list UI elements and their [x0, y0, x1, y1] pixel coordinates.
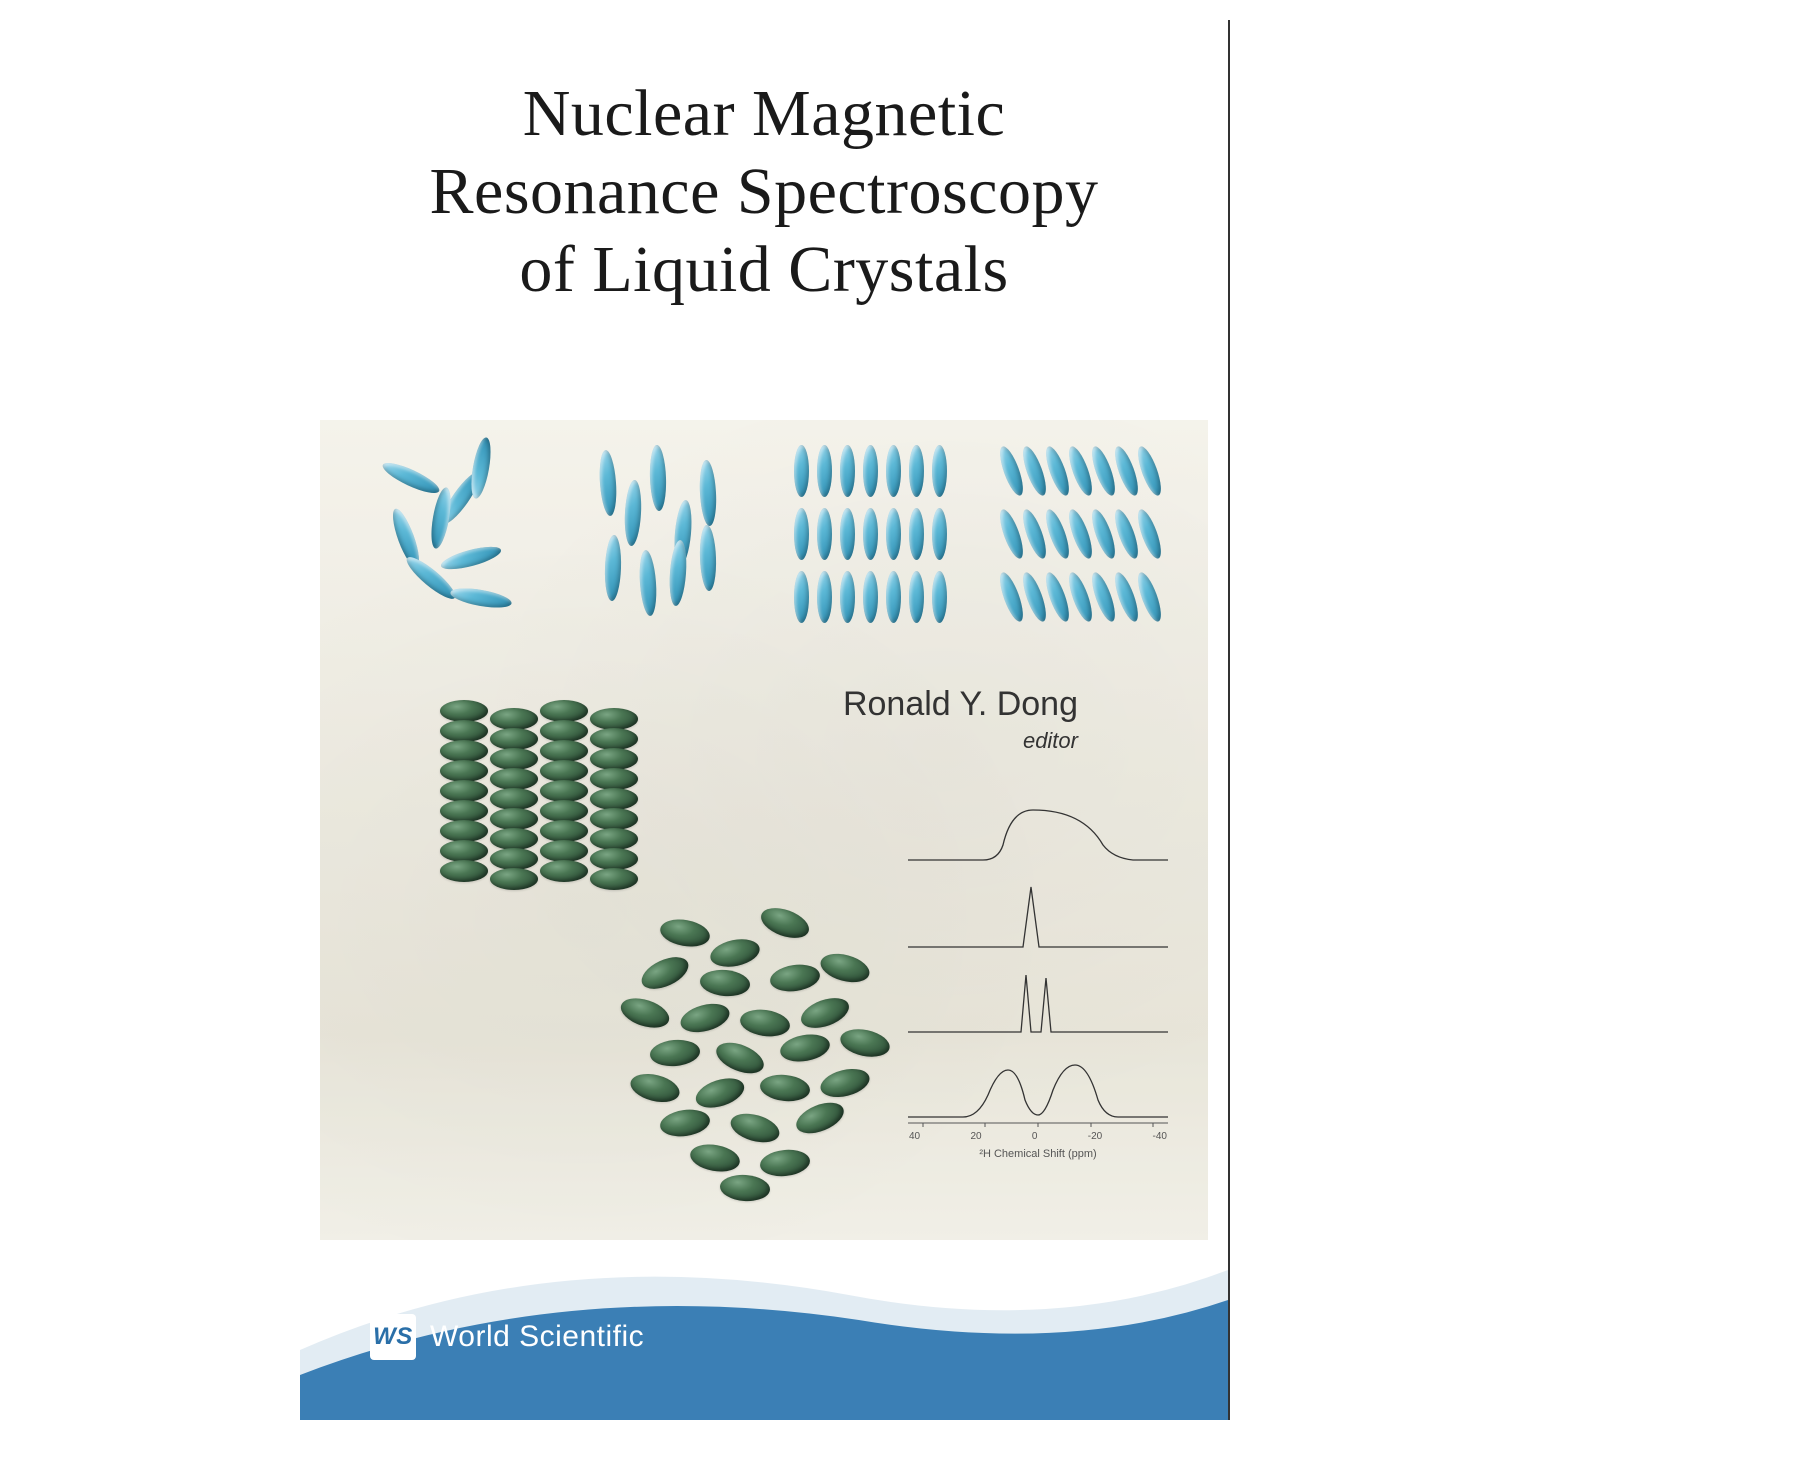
discotic-nematic	[600, 910, 900, 1210]
publisher-logo-icon: WS	[370, 1314, 416, 1360]
spectrum-3	[903, 960, 1173, 1045]
spectrum-axis-label: ²H Chemical Shift (ppm)	[903, 1148, 1173, 1160]
spectrum-4	[903, 1045, 1173, 1130]
nmr-spectra: 40 20 0 -20 -40 ²H Chemical Shift (ppm)	[903, 790, 1173, 1190]
title-line-2: Resonance Spectroscopy	[300, 153, 1228, 231]
editor-block: Ronald Y. Dong editor	[843, 685, 1078, 754]
book-title: Nuclear Magnetic Resonance Spectroscopy …	[300, 75, 1228, 309]
phase-isotropic	[360, 440, 550, 630]
title-line-1: Nuclear Magnetic	[300, 75, 1228, 153]
spectrum-1	[903, 790, 1173, 875]
phase-diagrams-row: /*rows*/	[360, 440, 1178, 630]
title-line-3: of Liquid Crystals	[300, 231, 1228, 309]
publisher-name: World Scientific	[430, 1320, 644, 1354]
tick-0: 40	[909, 1131, 920, 1142]
phase-smectic-a: /*rows*/	[779, 440, 969, 630]
editor-name: Ronald Y. Dong	[843, 685, 1078, 724]
tick-1: 20	[970, 1131, 981, 1142]
phase-smectic-c	[989, 440, 1179, 630]
editor-role: editor	[843, 728, 1078, 754]
tick-3: -20	[1088, 1131, 1102, 1142]
phase-nematic	[570, 440, 760, 630]
publisher-block: WS World Scientific	[370, 1314, 644, 1360]
footer-swoosh	[300, 1180, 1228, 1420]
discotic-columnar	[440, 700, 650, 910]
spectrum-2	[903, 875, 1173, 960]
spectrum-ticks: 40 20 0 -20 -40	[903, 1131, 1173, 1142]
tick-2: 0	[1032, 1131, 1038, 1142]
tick-4: -40	[1153, 1131, 1167, 1142]
book-cover: Nuclear Magnetic Resonance Spectroscopy …	[300, 20, 1230, 1420]
